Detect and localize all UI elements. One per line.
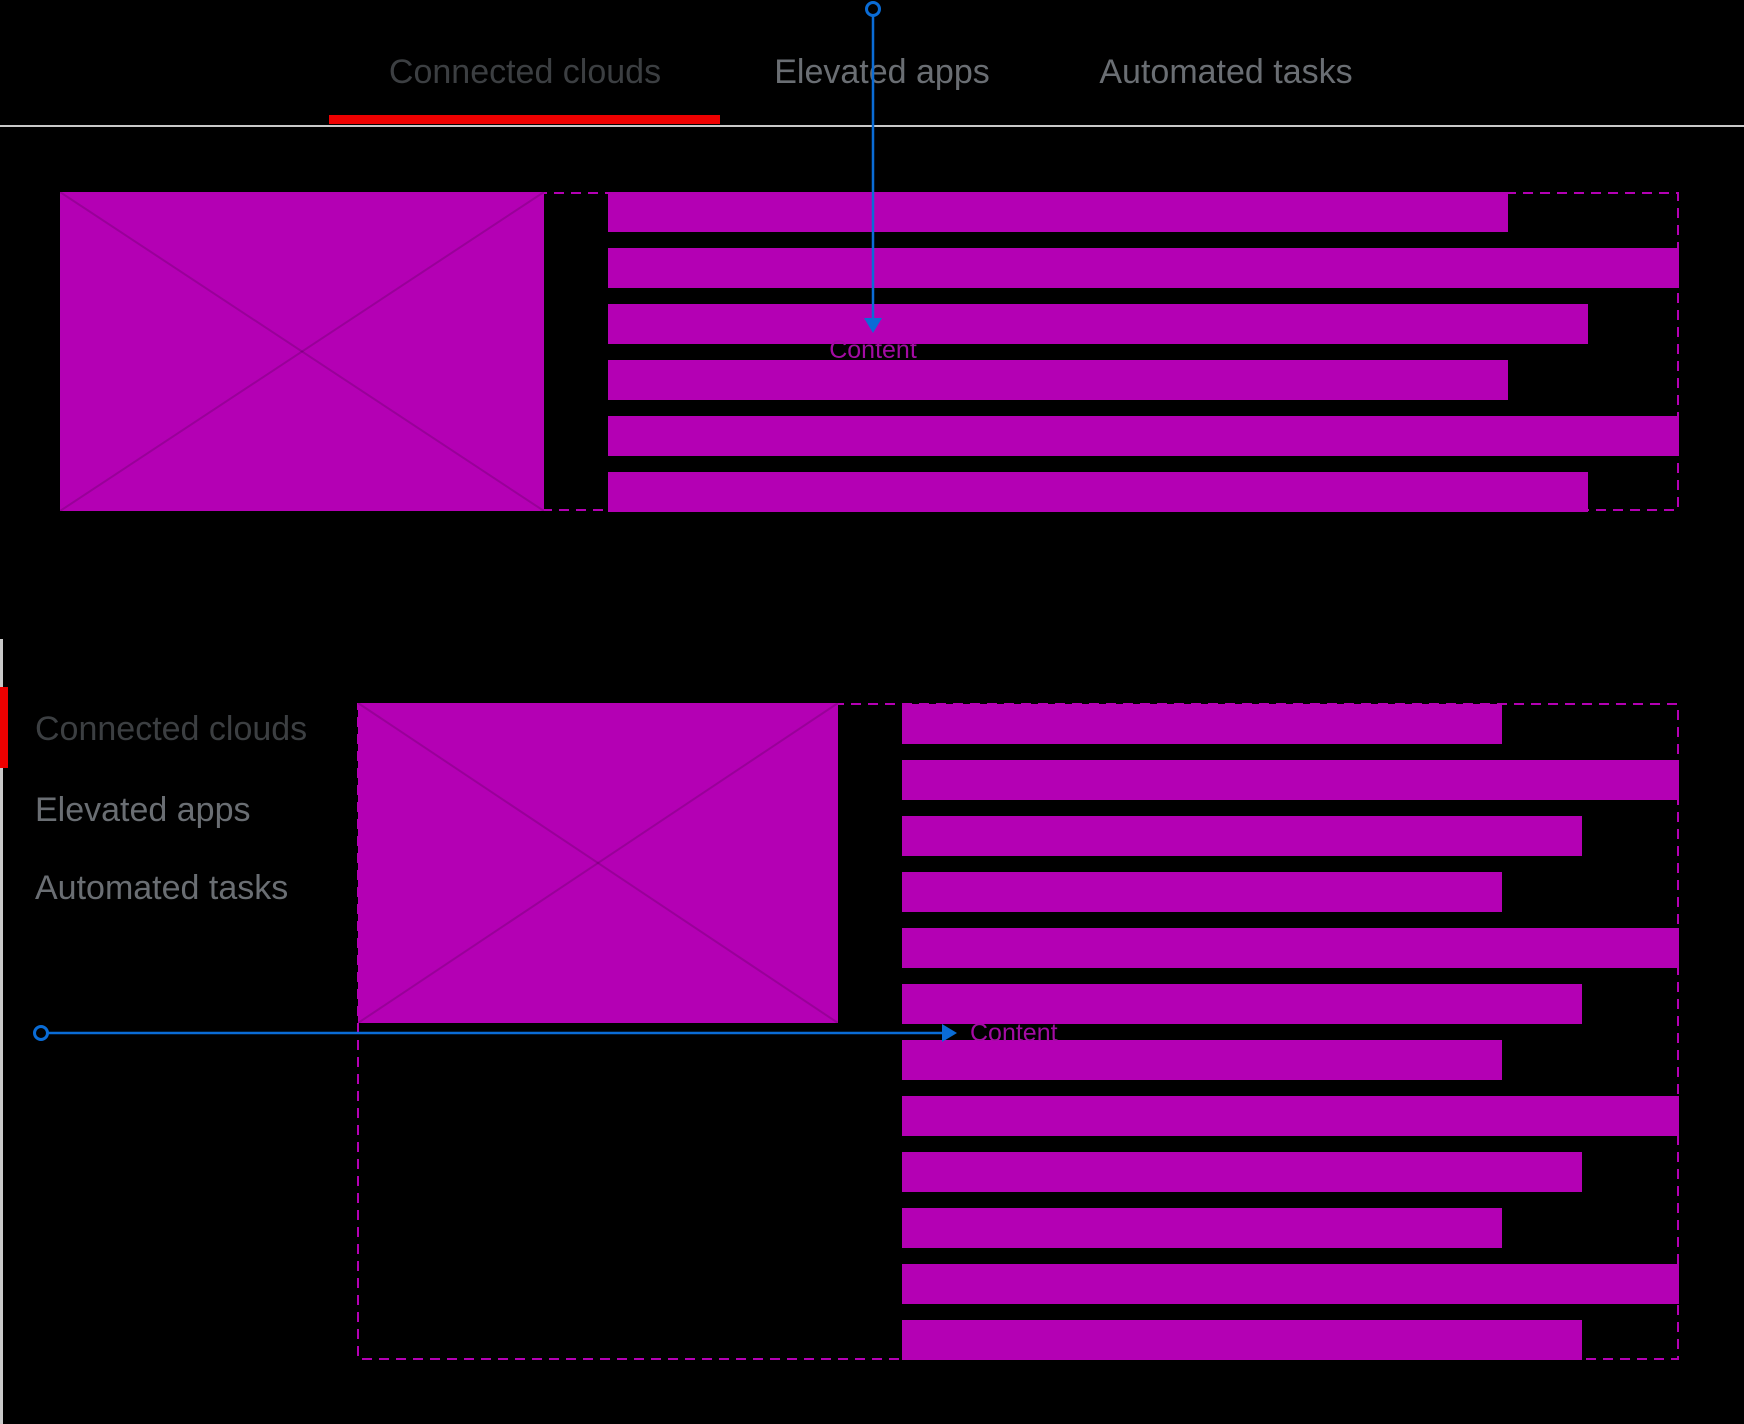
skeleton-text-bars-bottom [902, 704, 1679, 1376]
annotation-anchor-circle [33, 1025, 49, 1041]
annotation-anchor-circle [865, 1, 881, 17]
vtab-elevated-apps[interactable]: Elevated apps [35, 791, 251, 829]
image-placeholder-bottom [358, 703, 838, 1023]
tab-automated-tasks[interactable]: Automated tasks [1099, 53, 1353, 91]
content-annotation-label-bottom: Content [970, 1019, 1058, 1047]
content-annotation-label-top: Content [829, 336, 917, 364]
vertical-tabs-divider [0, 639, 3, 1424]
arrow-down-icon [864, 318, 882, 333]
arrow-right-icon [942, 1024, 957, 1042]
image-placeholder-top [60, 192, 544, 511]
skeleton-text-bar-full [902, 928, 1679, 968]
skeleton-text-bar-long [902, 984, 1582, 1024]
skeleton-text-bar-long [608, 304, 1588, 344]
skeleton-text-bar-long [902, 816, 1582, 856]
skeleton-text-bar-full [902, 760, 1679, 800]
vtab-automated-tasks[interactable]: Automated tasks [35, 869, 289, 907]
tab-elevated-apps[interactable]: Elevated apps [774, 53, 990, 91]
skeleton-text-bars-top [608, 192, 1679, 528]
skeleton-text-bar-short [902, 1208, 1502, 1248]
skeleton-text-bar-long [608, 472, 1588, 512]
annotation-arrow-top [864, 1, 882, 333]
skeleton-text-bar-short [608, 192, 1508, 232]
skeleton-text-bar-full [608, 248, 1679, 288]
skeleton-text-bar-full [902, 1096, 1679, 1136]
annotation-arrow-bottom [33, 1024, 957, 1042]
skeleton-text-bar-short [902, 704, 1502, 744]
skeleton-text-bar-short [902, 1040, 1502, 1080]
skeleton-text-bar-full [902, 1264, 1679, 1304]
active-tab-underline [329, 115, 720, 124]
skeleton-text-bar-long [902, 1152, 1582, 1192]
skeleton-text-bar-long [902, 1320, 1582, 1360]
placeholder-x-icon [60, 192, 544, 511]
skeleton-text-bar-full [608, 416, 1679, 456]
tab-connected-clouds[interactable]: Connected clouds [388, 53, 662, 91]
placeholder-x-icon [358, 703, 838, 1023]
active-tab-side-bar [0, 687, 8, 768]
skeleton-text-bar-short [608, 360, 1508, 400]
vtab-connected-clouds[interactable]: Connected clouds [35, 710, 308, 748]
skeleton-text-bar-short [902, 872, 1502, 912]
